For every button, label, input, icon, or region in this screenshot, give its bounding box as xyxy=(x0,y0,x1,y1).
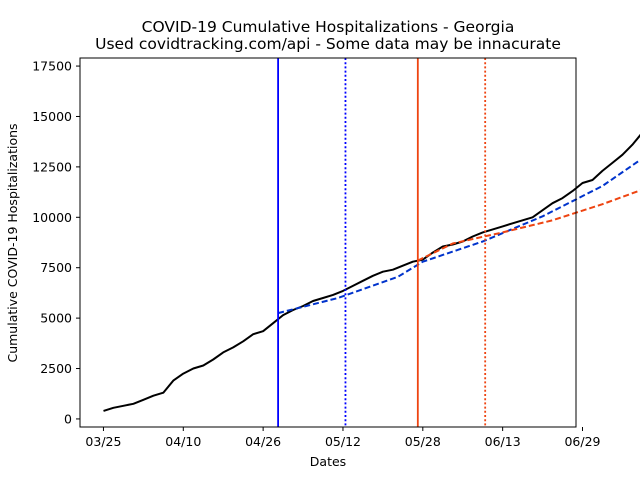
x-tick-label: 04/26 xyxy=(245,434,281,449)
x-axis-label: Dates xyxy=(310,454,346,469)
chart-subtitle: Used covidtracking.com/api - Some data m… xyxy=(95,35,561,53)
y-axis-label: Cumulative COVID-19 Hospitalizations xyxy=(5,123,20,362)
y-tick-label: 0 xyxy=(64,411,72,426)
series-line-2 xyxy=(417,189,640,262)
y-tick-label: 5000 xyxy=(40,311,72,326)
plot-lines xyxy=(103,133,640,412)
x-tick-label: 05/28 xyxy=(405,434,441,449)
plot-frame xyxy=(79,57,577,428)
y-tick-label: 17500 xyxy=(32,59,72,74)
x-tick-label: 06/13 xyxy=(485,434,521,449)
x-tick-label: 05/12 xyxy=(325,434,361,449)
series-line-0 xyxy=(103,133,640,412)
x-tick-label: 03/25 xyxy=(85,434,121,449)
series-line-1 xyxy=(277,158,640,315)
y-axis-ticks: 0 2500 5000 7500 10000 12500 15000 17500 xyxy=(32,59,80,426)
y-tick-label: 10000 xyxy=(32,210,72,225)
y-tick-label: 12500 xyxy=(32,159,72,174)
chart-title: COVID-19 Cumulative Hospitalizations - G… xyxy=(142,18,515,36)
y-tick-label: 7500 xyxy=(40,260,72,275)
y-tick-label: 2500 xyxy=(40,361,72,376)
y-tick-label: 15000 xyxy=(32,109,72,124)
x-tick-label: 04/10 xyxy=(165,434,201,449)
x-tick-label: 06/29 xyxy=(564,434,600,449)
vertical-markers xyxy=(277,58,487,427)
